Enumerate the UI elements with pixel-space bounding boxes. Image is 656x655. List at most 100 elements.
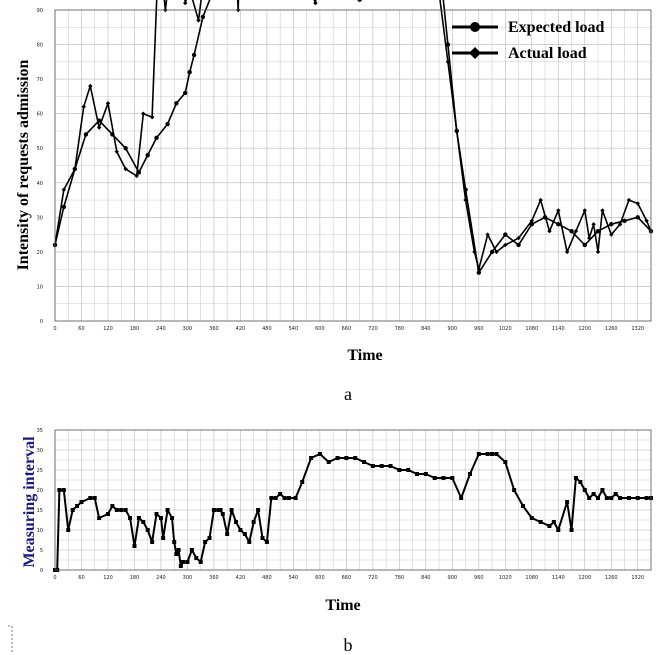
x-tick-label: 420 [236,326,246,332]
x-tick-label: 1020 [499,575,512,581]
data-point-expected-load [183,90,188,96]
data-point-actual-load [538,197,543,203]
data-point-measuring-interval [529,516,534,520]
data-point-measuring-interval [578,480,583,484]
data-point-measuring-interval [644,496,649,500]
data-point-expected-load [476,270,482,275]
data-point-measuring-interval [591,492,596,496]
data-point-measuring-interval [75,504,80,508]
data-point-measuring-interval [467,472,472,476]
x-tick-label: 360 [209,575,219,581]
grid-lines [54,429,651,571]
data-point-measuring-interval [547,524,552,528]
x-tick-label: 900 [448,575,458,581]
y-tick-label: 30 [37,215,43,221]
chart-panel-b: 0 60 120 180 240 300 360 420 480 540 600 660 720 780 8… [21,428,653,655]
data-point-measuring-interval [70,508,75,512]
data-point-measuring-interval [556,528,561,532]
data-point-measuring-interval [379,464,384,468]
y-tick-label: 60 [37,112,43,118]
data-point-measuring-interval [88,496,93,500]
data-point-measuring-interval [264,540,269,544]
data-point-measuring-interval [494,452,499,456]
data-point-measuring-interval [260,536,265,540]
data-point-measuring-interval [432,476,437,480]
data-point-actual-load [635,201,640,206]
data-point-measuring-interval [569,528,574,532]
x-tick-label: 480 [262,575,272,581]
data-point-measuring-interval [79,500,84,504]
data-point-actual-load [564,249,570,255]
data-point-expected-load [445,42,451,47]
data-point-measuring-interval [181,560,186,564]
series-line-expected-load [54,0,652,274]
x-tick-label: 900 [448,326,458,332]
data-point-actual-load [183,0,188,6]
data-point-measuring-interval [587,496,592,500]
x-tick-label: 300 [183,575,193,581]
y-axis-title: Measuring interval [21,436,38,568]
legend-label-expected: Expected load [508,19,605,36]
bracket-mark [8,625,13,652]
data-point-measuring-interval [150,540,155,544]
data-point-measuring-interval [220,512,225,516]
x-axis-title: Time [325,597,360,614]
data-point-measuring-interval [450,476,455,480]
chart-panel-a: 0 60 120 180 240 300 360 420 480 540 600 660 720 780 8… [15,0,654,404]
x-tick-label: 1320 [631,575,644,581]
data-point-actual-load [516,235,521,241]
y-tick-label: 40 [37,181,43,187]
data-point-measuring-interval [565,500,570,504]
data-point-measuring-interval [604,496,609,500]
data-point-measuring-interval [132,544,137,548]
data-point-measuring-interval [169,516,174,520]
data-point-measuring-interval [57,488,62,492]
data-point-actual-load [591,222,596,227]
data-point-measuring-interval [344,456,349,460]
data-point-measuring-interval [282,496,287,500]
data-point-measuring-interval [551,520,556,524]
data-point-actual-load [586,235,592,241]
data-point-actual-load [595,249,601,255]
data-point-measuring-interval [234,520,239,524]
data-point-measuring-interval [105,512,110,516]
data-point-measuring-interval [626,496,631,500]
data-point-expected-load [595,228,601,234]
data-point-expected-load [503,232,508,237]
data-point-measuring-interval [441,476,446,480]
data-point-measuring-interval [165,508,170,512]
data-point-expected-load [61,204,67,210]
y-tick-label: 20 [37,250,43,256]
data-point-actual-load [485,232,490,237]
data-point-measuring-interval [596,496,601,500]
data-point-measuring-interval [158,516,163,520]
data-point-measuring-interval [198,560,203,564]
data-point-expected-load [187,70,192,75]
y-axis-title: Intensity of requests admission [15,59,32,270]
data-point-measuring-interval [485,452,490,456]
data-point-expected-load [582,242,587,248]
data-point-measuring-interval [370,464,375,468]
x-tick-label: 1200 [578,326,591,332]
data-point-expected-load [200,14,206,20]
series-lines [52,0,654,275]
x-tick-label: 540 [289,575,299,581]
x-tick-label: 1260 [605,575,618,581]
data-point-measuring-interval [176,548,181,552]
data-point-measuring-interval [247,540,252,544]
panel-caption-a: a [344,384,352,404]
data-point-expected-load [635,215,640,220]
series-line-measuring-interval [55,453,651,571]
data-point-measuring-interval [178,564,183,568]
tick-labels: 0 60 120 180 240 300 360 420 480 540 600 660 720 780 8… [37,428,644,581]
panel-caption-b: b [344,635,353,655]
x-tick-label: 300 [183,326,193,332]
data-point-expected-load [489,249,495,255]
data-point-expected-load [569,228,574,234]
data-point-measuring-interval [229,508,234,512]
x-tick-label: 840 [421,575,431,581]
data-point-measuring-interval [216,508,221,512]
y-tick-label: 10 [37,284,43,290]
data-point-actual-load [476,266,482,272]
